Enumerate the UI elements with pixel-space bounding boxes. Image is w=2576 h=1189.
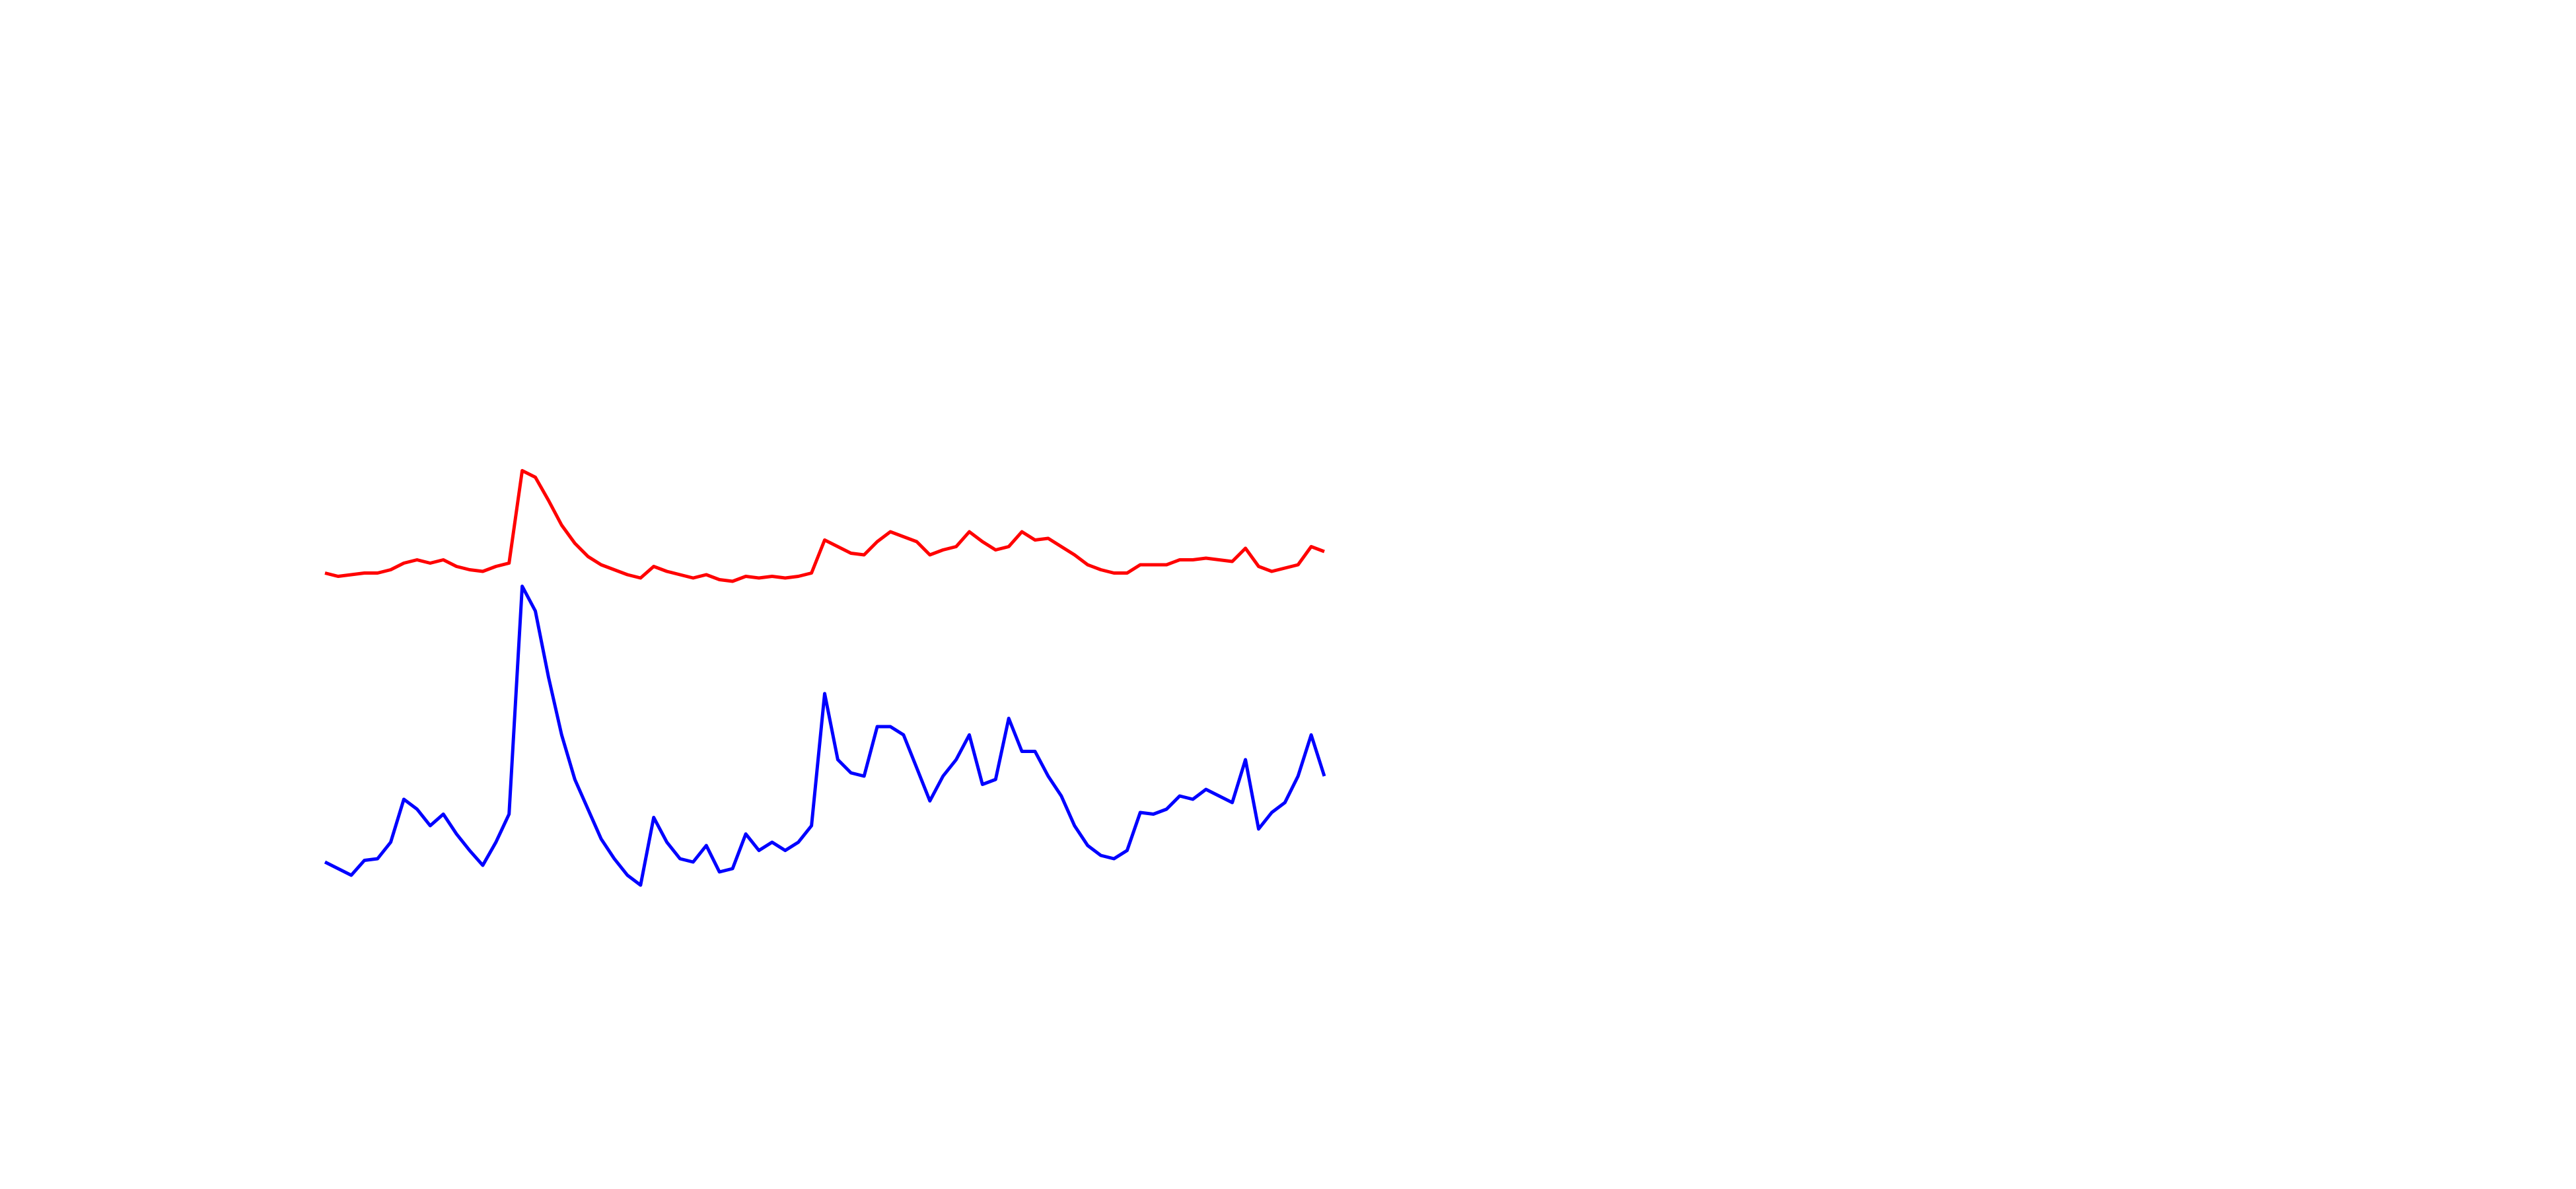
line-series xyxy=(324,585,1326,887)
line-series xyxy=(324,469,1325,583)
